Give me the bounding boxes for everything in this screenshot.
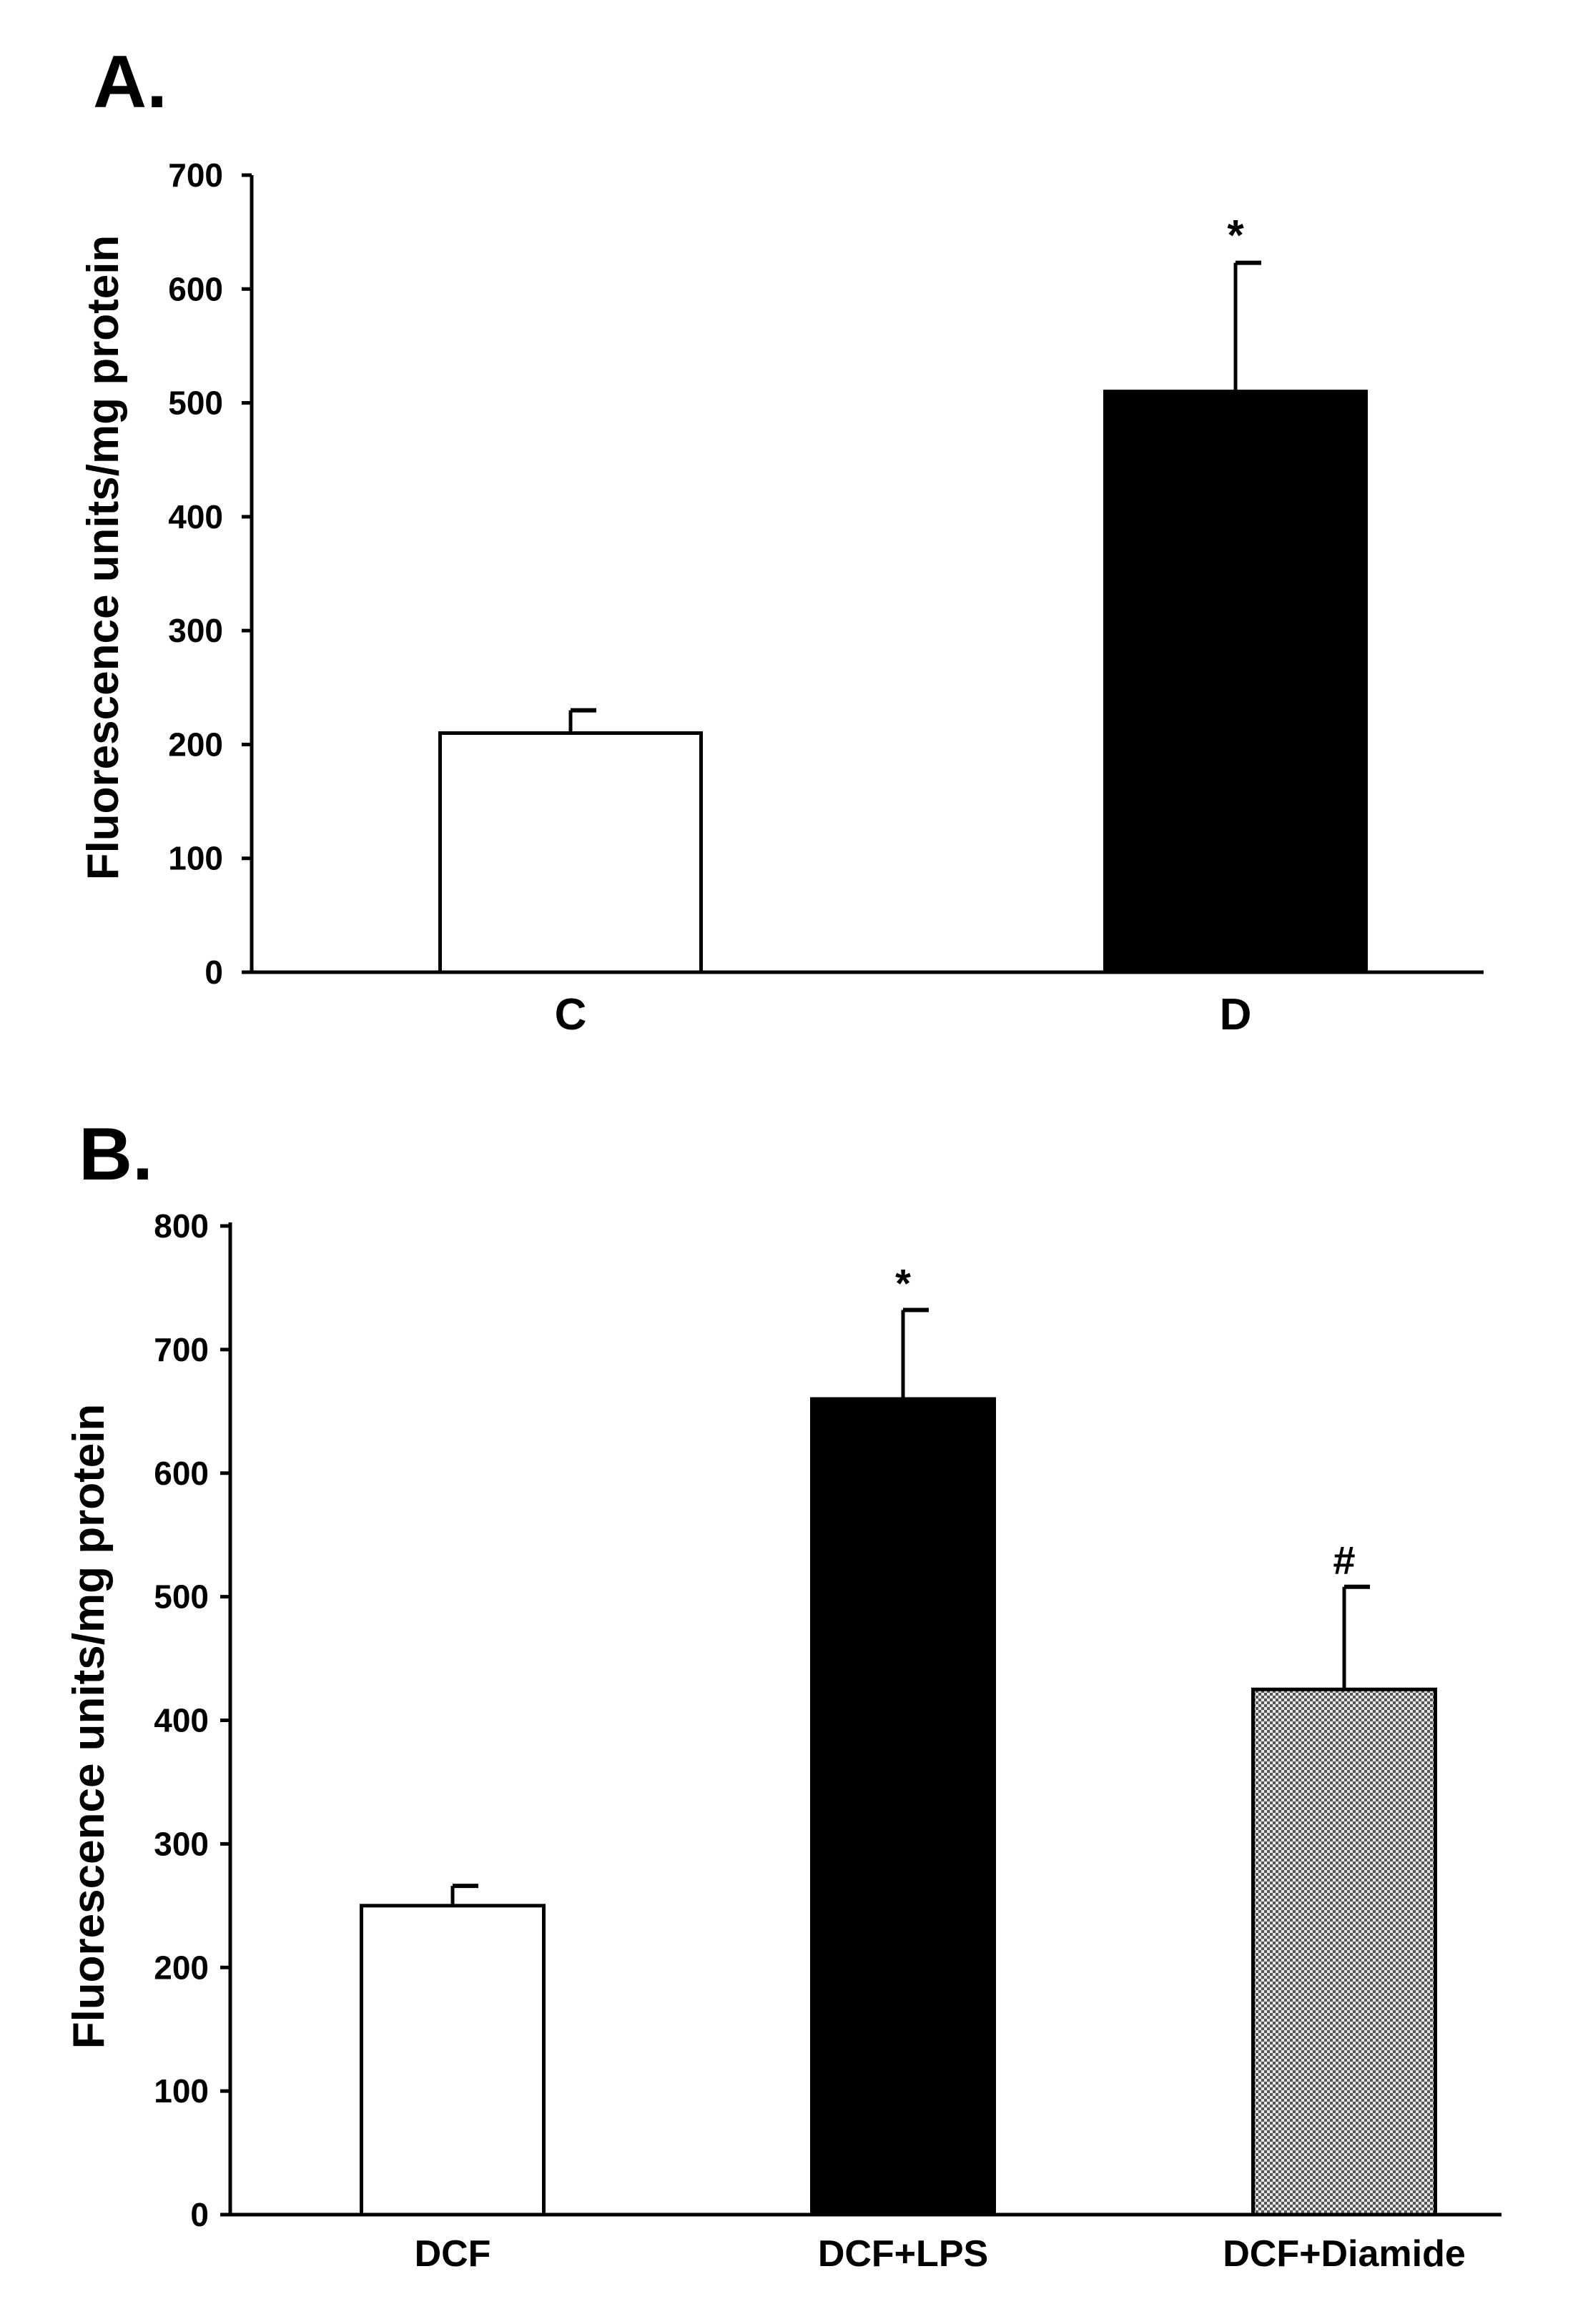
panel-b-y-tick-label: 500 [154,1578,209,1616]
panel-a-y-tick-label: 200 [168,726,223,763]
panel-b-x-category-label: DCF [415,2233,491,2275]
panel-b-x-category-label: DCF+LPS [818,2233,988,2275]
panel-b-bars: DCF * DCF+LPS # DCF+Diamide [360,1261,1466,2275]
panel-a-x-category-label: D [1220,990,1252,1039]
panel-b-y-ticks: 0 100 200 300 400 500 600 700 800 [154,1207,230,2233]
panel-b-significance-marker: # [1333,1538,1355,1583]
panel-b-chart: B. Fluorescence units/mg protein 0 100 200… [64,1113,1502,2275]
panel-b-x-category-label: DCF+Diamide [1223,2233,1466,2275]
panel-b-y-tick-label: 700 [154,1331,209,1368]
panel-b-y-tick-label: 0 [190,2196,209,2233]
panel-a-y-tick-label: 300 [168,612,223,649]
panel-b-label: B. [79,1113,153,1196]
panel-a-y-tick-label: 0 [204,954,223,991]
panel-b-bar-dcf [360,1904,546,2217]
panel-a-y-tick-label: 600 [168,270,223,307]
panel-b-y-tick-label: 200 [154,1949,209,1986]
panel-b-y-tick-label: 300 [154,1825,209,1862]
panel-b-bar-dcf-diamide [1251,1687,1437,2217]
panel-a-label: A. [93,41,167,124]
panel-a-x-category-label: C [555,990,587,1039]
panel-a-y-ticks: 0 100 200 300 400 500 600 700 [168,157,252,991]
panel-b-y-tick-label: 800 [154,1207,209,1245]
panel-b-y-axis-title: Fluorescence units/mg protein [64,1404,114,2049]
panel-a-y-axis-title: Fluorescence units/mg protein [79,235,128,881]
panel-a-bars: C * D [438,212,1368,1039]
panel-b-y-tick-label: 400 [154,1702,209,1739]
panel-b-y-tick-label: 100 [154,2072,209,2110]
panel-a-significance-marker: * [1227,212,1244,259]
panel-a-y-tick-label: 700 [168,157,223,194]
panel-a-y-tick-label: 400 [168,498,223,535]
panel-a-chart: A. Fluorescence units/mg protein 0 100 200… [79,41,1484,1039]
panel-b-significance-marker: * [895,1261,911,1306]
panel-a-bar-d [1103,390,1368,974]
panel-a-bar-c [438,731,703,974]
panel-b-bar-dcf-lps [810,1397,996,2217]
panel-b-y-tick-label: 600 [154,1455,209,1492]
panel-a-y-tick-label: 100 [168,840,223,877]
panel-a-y-tick-label: 500 [168,385,223,422]
